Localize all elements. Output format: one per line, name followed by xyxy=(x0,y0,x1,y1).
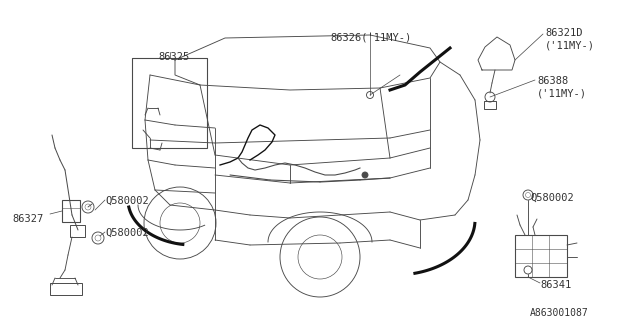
Circle shape xyxy=(362,172,368,178)
Text: 86325: 86325 xyxy=(158,52,189,62)
Text: 86326('11MY-): 86326('11MY-) xyxy=(330,32,412,42)
Text: ('11MY-): ('11MY-) xyxy=(545,40,595,50)
Text: Q580002: Q580002 xyxy=(105,196,148,206)
Text: A863001087: A863001087 xyxy=(530,308,589,318)
Text: 86327: 86327 xyxy=(12,214,44,224)
Text: 86321D: 86321D xyxy=(545,28,582,38)
Text: ('11MY-): ('11MY-) xyxy=(537,88,587,98)
Text: 86388: 86388 xyxy=(537,76,568,86)
Text: 86341: 86341 xyxy=(540,280,572,290)
Text: Q580002: Q580002 xyxy=(530,193,573,203)
Text: Q580002: Q580002 xyxy=(105,228,148,238)
